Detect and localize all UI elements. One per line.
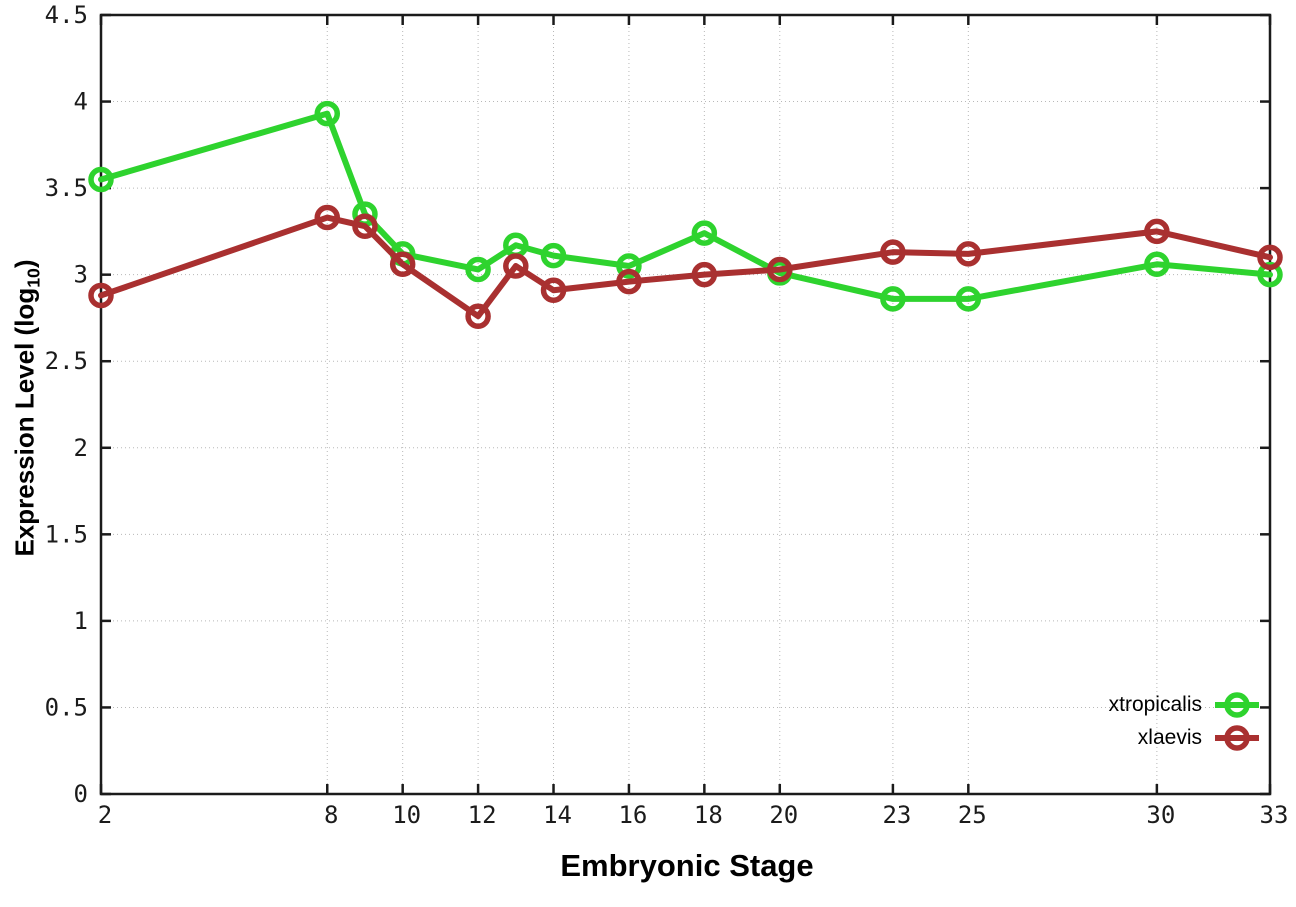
x-tick-label-16: 16 <box>618 801 647 829</box>
y-tick-label-0: 0 <box>74 780 88 808</box>
series-line-xtropicalis <box>98 110 1273 302</box>
y-tick-label-0.5: 0.5 <box>45 693 88 721</box>
data-point-xlaevis-stage-23 <box>880 239 906 265</box>
legend-entry-xtropicalis: xtropicalis <box>1109 688 1260 721</box>
y-tick-label-2: 2 <box>74 434 88 462</box>
y-axis-title-end: ) <box>9 259 40 269</box>
grid <box>101 15 1270 794</box>
x-tick-label-20: 20 <box>769 801 798 829</box>
series-line-xlaevis <box>98 214 1273 320</box>
y-tick-label-1: 1 <box>74 607 88 635</box>
data-point-xlaevis-stage-18 <box>691 261 718 288</box>
data-point-xtropicalis-stage-18 <box>691 220 718 246</box>
data-point-xlaevis-stage-33 <box>1257 244 1283 271</box>
x-tick-label-8: 8 <box>324 801 338 829</box>
data-point-xlaevis-stage-20 <box>767 256 793 283</box>
x-tick-label-18: 18 <box>694 801 723 829</box>
x-tick-label-23: 23 <box>882 801 911 829</box>
data-point-xlaevis-stage-16 <box>616 268 642 295</box>
data-point-xlaevis-stage-25 <box>955 241 982 267</box>
tick-marks <box>99 13 1272 796</box>
data-point-xtropicalis-stage-12 <box>465 256 491 283</box>
data-point-xtropicalis-stage-16 <box>616 253 642 279</box>
y-axis-title: Expression Level (log10) <box>9 259 44 556</box>
legend-label-xlaevis: xlaevis <box>1137 725 1202 749</box>
data-point-xlaevis-stage-10 <box>389 251 416 278</box>
legend-marker-xlaevis-icon <box>1215 724 1259 751</box>
x-tick-label-14: 14 <box>543 801 572 829</box>
plot-border <box>99 13 1272 796</box>
legend-marker-xtropicalis-icon <box>1215 691 1259 718</box>
legend: xtropicalis xlaevis <box>1109 688 1260 754</box>
data-point-xlaevis-stage-12 <box>465 303 491 329</box>
x-tick-label-10: 10 <box>392 801 421 829</box>
y-tick-label-1.5: 1.5 <box>45 520 88 548</box>
legend-label-xtropicalis: xtropicalis <box>1108 692 1202 716</box>
data-point-xtropicalis-stage-30 <box>1144 251 1170 278</box>
data-point-xtropicalis-stage-25 <box>955 286 982 312</box>
data-point-xtropicalis-stage-8 <box>314 100 341 127</box>
y-tick-label-4.5: 4.5 <box>45 1 88 29</box>
y-axis-title-subscript: 10 <box>23 268 44 288</box>
data-point-xlaevis-stage-8 <box>314 204 341 231</box>
data-point-xlaevis-stage-9 <box>352 213 378 239</box>
data-point-xtropicalis-stage-23 <box>880 286 906 312</box>
data-point-xtropicalis-stage-2 <box>88 166 114 193</box>
series-xlaevis <box>88 204 1283 329</box>
legend-entry-xlaevis: xlaevis <box>1109 721 1260 754</box>
data-point-xlaevis-stage-30 <box>1144 218 1170 245</box>
y-tick-label-4: 4 <box>74 88 88 116</box>
y-tick-label-3: 3 <box>74 261 88 289</box>
data-point-xtropicalis-stage-14 <box>540 242 567 269</box>
x-tick-label-33: 33 <box>1260 801 1289 829</box>
tick-labels: 2 8 10 12 14 16 18 20 23 25 30 33 0 0.5 1 1.5 2 2.5 3 3.5 4 4… <box>45 1 1289 829</box>
y-axis-title-main: Expression Level (log <box>9 287 40 557</box>
x-tick-label-12: 12 <box>468 801 497 829</box>
x-tick-label-2: 2 <box>98 801 112 829</box>
data-point-xlaevis-stage-14 <box>540 277 567 303</box>
data-point-xlaevis-stage-2 <box>88 282 114 309</box>
x-tick-label-30: 30 <box>1146 801 1175 829</box>
x-axis-title: Embryonic Stage <box>560 848 814 883</box>
y-tick-label-3.5: 3.5 <box>45 174 88 202</box>
x-tick-label-25: 25 <box>958 801 987 829</box>
data-point-xlaevis-stage-13 <box>503 253 529 279</box>
y-tick-label-2.5: 2.5 <box>45 347 88 375</box>
